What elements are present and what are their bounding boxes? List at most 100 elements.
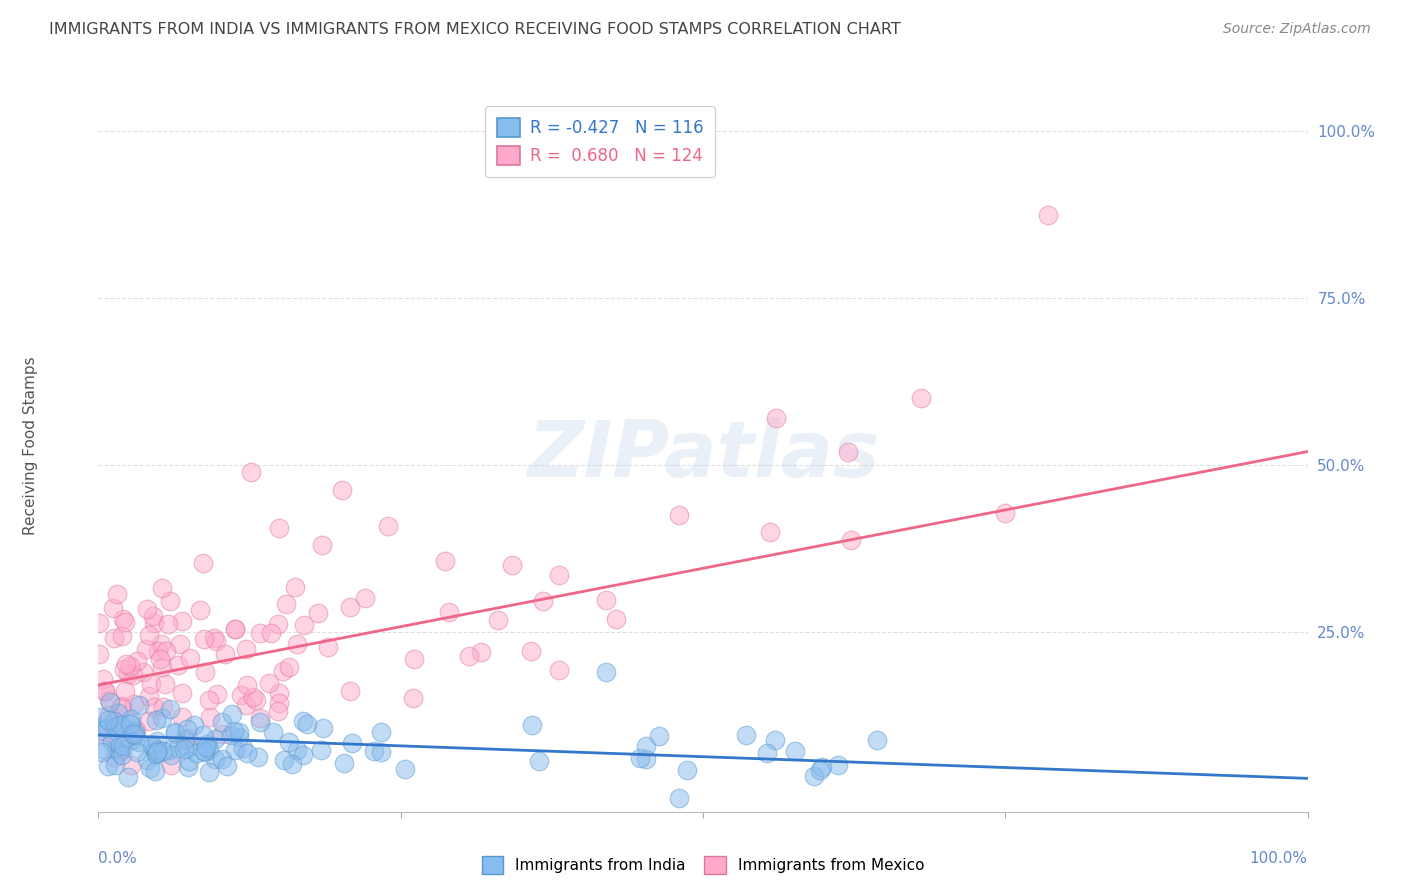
Point	[276, 597, 298, 611]
Point	[131, 665, 153, 679]
Point	[94, 683, 117, 698]
Point	[605, 611, 627, 625]
Point	[166, 658, 188, 673]
Point	[204, 752, 226, 766]
Point	[139, 761, 162, 775]
Point	[177, 741, 200, 756]
Point	[249, 711, 271, 725]
Point	[668, 791, 690, 805]
Point	[910, 391, 932, 405]
Point	[634, 752, 657, 766]
Point	[285, 743, 308, 757]
Point	[108, 718, 131, 732]
Point	[235, 642, 257, 657]
Point	[803, 769, 825, 783]
Point	[311, 743, 333, 757]
Point	[217, 759, 239, 773]
Point	[112, 662, 135, 676]
Point	[96, 721, 118, 735]
Point	[520, 644, 543, 658]
Point	[235, 678, 257, 692]
Point	[675, 764, 697, 778]
Point	[108, 745, 131, 759]
Point	[595, 665, 617, 679]
Point	[193, 744, 215, 758]
Point	[150, 711, 173, 725]
Point	[811, 759, 834, 773]
Point	[205, 634, 228, 648]
Point	[91, 672, 114, 686]
Point	[363, 744, 385, 758]
Point	[394, 762, 416, 776]
Point	[103, 631, 125, 645]
Point	[785, 744, 807, 758]
Point	[141, 740, 163, 755]
Point	[214, 648, 236, 662]
Point	[170, 686, 193, 700]
Point	[120, 717, 142, 731]
Point	[278, 734, 301, 748]
Point	[101, 733, 124, 747]
Point	[312, 721, 335, 735]
Point	[110, 743, 132, 757]
Point	[280, 757, 302, 772]
Point	[291, 747, 314, 762]
Point	[221, 706, 243, 721]
Point	[339, 599, 361, 614]
Point	[124, 728, 146, 742]
Point	[211, 715, 233, 730]
Point	[242, 690, 264, 704]
Point	[107, 706, 129, 720]
Point	[122, 727, 145, 741]
Point	[232, 740, 254, 755]
Point	[231, 688, 253, 702]
Point	[235, 746, 257, 760]
Point	[179, 651, 201, 665]
Text: Source: ZipAtlas.com: Source: ZipAtlas.com	[1223, 22, 1371, 37]
Point	[267, 696, 290, 710]
Point	[94, 684, 117, 698]
Point	[520, 718, 543, 732]
Point	[104, 758, 127, 772]
Point	[177, 731, 200, 745]
Point	[127, 745, 149, 759]
Point	[150, 581, 173, 595]
Point	[198, 765, 221, 780]
Point	[759, 525, 782, 540]
Point	[183, 718, 205, 732]
Point	[110, 700, 132, 714]
Point	[177, 760, 200, 774]
Point	[173, 742, 195, 756]
Point	[307, 606, 329, 620]
Point	[115, 657, 138, 671]
Point	[125, 723, 148, 737]
Point	[548, 567, 571, 582]
Point	[198, 709, 221, 723]
Point	[128, 734, 150, 748]
Point	[224, 723, 246, 738]
Point	[808, 763, 831, 777]
Point	[240, 465, 263, 479]
Point	[139, 677, 162, 691]
Text: Receiving Food Stamps: Receiving Food Stamps	[24, 357, 38, 535]
Point	[149, 652, 172, 666]
Point	[434, 554, 457, 568]
Point	[224, 622, 246, 636]
Point	[224, 622, 246, 636]
Point	[249, 625, 271, 640]
Point	[91, 745, 114, 759]
Point	[155, 677, 177, 691]
Point	[104, 750, 127, 764]
Point	[283, 580, 305, 594]
Point	[756, 746, 779, 760]
Point	[160, 758, 183, 772]
Point	[146, 743, 169, 757]
Point	[402, 691, 425, 706]
Point	[163, 726, 186, 740]
Point	[734, 729, 756, 743]
Legend: Immigrants from India, Immigrants from Mexico: Immigrants from India, Immigrants from M…	[475, 850, 931, 880]
Point	[141, 738, 163, 752]
Point	[333, 756, 356, 770]
Point	[138, 628, 160, 642]
Point	[136, 753, 159, 767]
